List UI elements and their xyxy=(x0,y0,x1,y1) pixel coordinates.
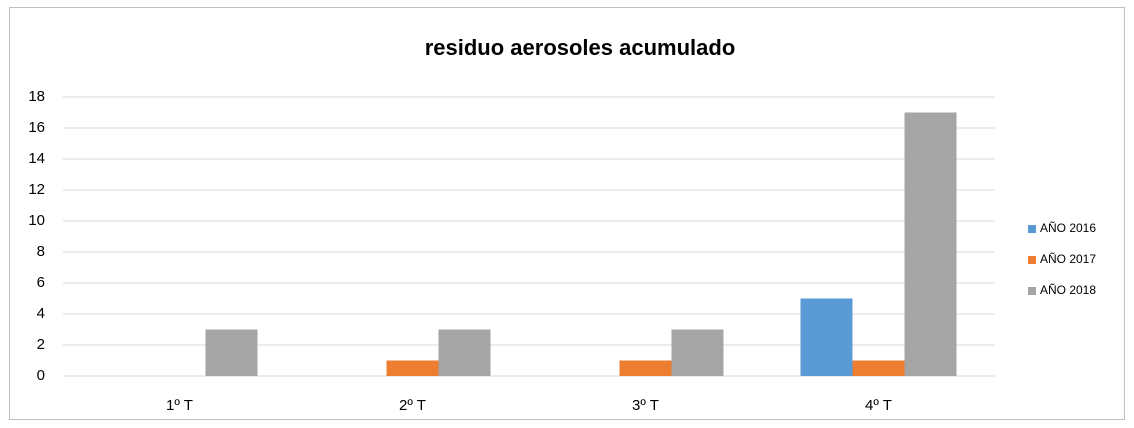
y-tick-label: 4 xyxy=(37,305,45,322)
y-tick-label: 8 xyxy=(37,243,45,260)
x-tick-label: 4º T xyxy=(865,397,892,414)
chart-frame xyxy=(9,7,1125,420)
bar xyxy=(671,329,724,376)
bar xyxy=(619,360,672,376)
bar xyxy=(205,329,258,376)
y-tick-label: 2 xyxy=(37,336,45,353)
legend-swatch xyxy=(1028,225,1036,233)
legend-swatch xyxy=(1028,256,1036,264)
bar xyxy=(904,112,957,376)
bar xyxy=(800,298,853,376)
y-tick-label: 18 xyxy=(28,88,45,105)
legend-label: AÑO 2017 xyxy=(1040,252,1096,266)
legend-label: AÑO 2018 xyxy=(1040,283,1096,297)
y-tick-label: 12 xyxy=(28,181,45,198)
x-tick-label: 1º T xyxy=(166,397,193,414)
y-tick-label: 14 xyxy=(28,150,45,167)
bar xyxy=(438,329,491,376)
legend-label: AÑO 2016 xyxy=(1040,221,1096,235)
x-tick-label: 2º T xyxy=(399,397,426,414)
bar xyxy=(852,360,905,376)
y-tick-label: 16 xyxy=(28,119,45,136)
legend-swatch xyxy=(1028,287,1036,295)
bar xyxy=(386,360,439,376)
y-tick-label: 6 xyxy=(37,274,45,291)
y-tick-label: 0 xyxy=(37,367,45,384)
chart-title: residuo aerosoles acumulado xyxy=(425,35,736,60)
y-tick-label: 10 xyxy=(28,212,45,229)
x-tick-label: 3º T xyxy=(632,397,659,414)
